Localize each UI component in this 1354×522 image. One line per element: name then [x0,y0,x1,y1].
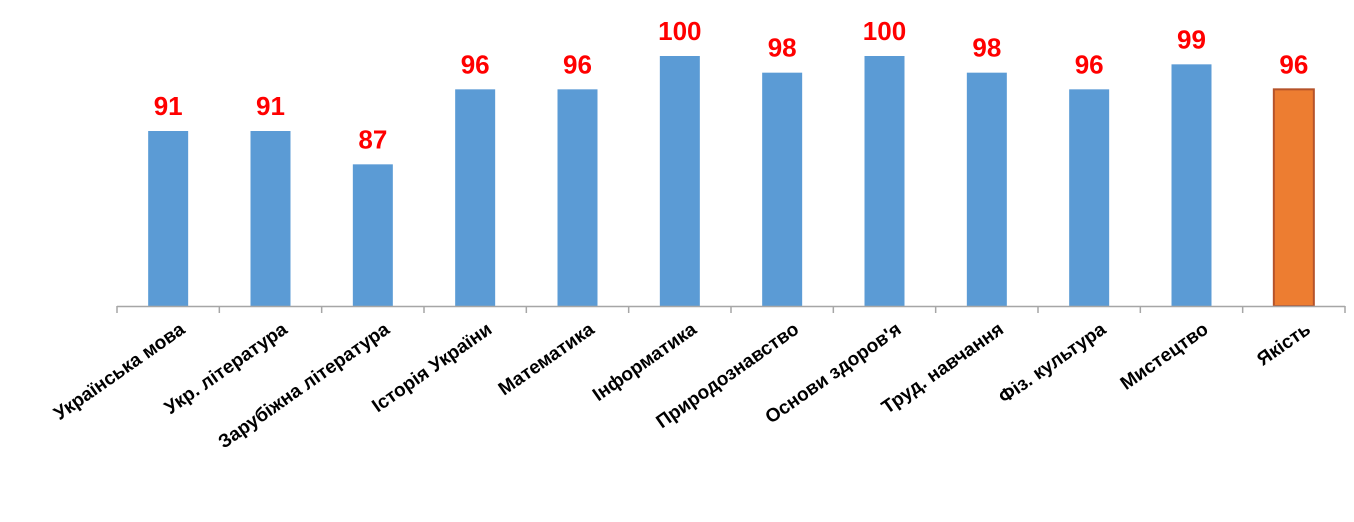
x-tick-label: Мистецтво [1117,319,1213,395]
data-label: 96 [563,49,592,79]
bar [148,131,189,306]
x-tick-label: Якість [1254,319,1315,371]
x-tick-label: Математика [495,319,599,401]
data-label: 96 [1279,49,1308,79]
data-label: 96 [461,49,490,79]
bar [762,72,803,307]
x-tick-label: Зарубіжна література [215,319,394,453]
data-label: 87 [358,124,387,154]
bars-group [148,56,1315,308]
bar [864,56,905,306]
data-label: 100 [863,16,906,46]
x-axis [116,305,1346,313]
data-label: 99 [1177,24,1206,54]
data-label: 91 [256,91,285,121]
bar [1171,64,1212,306]
bar [557,89,598,306]
data-label: 98 [768,33,797,63]
x-tick-label: Фіз. культура [995,319,1110,409]
bar [352,164,393,306]
bar [659,56,700,306]
data-label: 98 [972,33,1001,63]
bar [455,89,496,306]
bar [1069,89,1110,306]
bar [250,131,291,306]
data-label: 91 [154,91,183,121]
data-label: 96 [1075,49,1104,79]
bar-highlight [1272,88,1315,308]
bar [966,72,1007,307]
data-label: 100 [658,16,701,46]
data-labels-group: 91 91 87 96 96 100 98 100 98 96 99 96 [154,16,1309,154]
